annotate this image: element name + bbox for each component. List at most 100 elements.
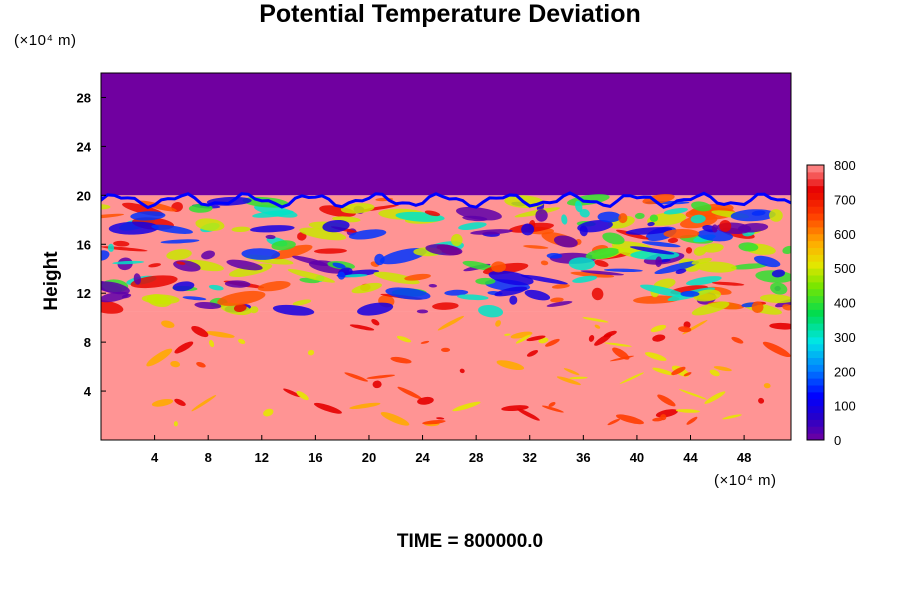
texture-filament <box>174 341 194 354</box>
colorbar: 0 100 200 300 400 500 600 700 800 <box>806 158 856 448</box>
texture-filament <box>196 362 206 368</box>
y-tick-label: 12 <box>77 286 91 301</box>
texture-filament <box>146 348 173 367</box>
texture-blob <box>691 257 713 265</box>
x-axis-ticks: 4 8 12 16 20 24 28 32 36 40 44 48 <box>151 435 751 465</box>
texture-filament <box>582 317 609 323</box>
texture-blob <box>344 274 368 278</box>
texture-filament <box>397 386 422 400</box>
texture-blob <box>603 268 643 272</box>
texture-blob <box>271 240 296 251</box>
texture-blob <box>241 248 281 260</box>
colorbar-swatch <box>807 378 824 386</box>
texture-filament <box>191 395 217 412</box>
texture-filament <box>396 335 412 343</box>
colorbar-swatch <box>807 343 824 352</box>
texture-blob <box>693 246 707 256</box>
y-tick-label: 28 <box>77 90 91 105</box>
colorbar-swatch <box>807 288 824 297</box>
texture-filament <box>612 347 630 360</box>
texture-filament <box>161 320 175 329</box>
colorbar-swatch <box>807 268 824 276</box>
texture-blob <box>524 289 551 301</box>
colorbar-frame <box>806 164 825 441</box>
texture-blob <box>416 309 429 314</box>
texture-filament <box>515 334 532 344</box>
texture-blob <box>535 209 548 222</box>
texture-blob <box>373 271 420 285</box>
texture-blob <box>618 213 628 224</box>
texture-blob <box>107 243 115 252</box>
texture-blob <box>738 242 759 252</box>
texture-filament <box>313 402 342 414</box>
texture-blob <box>782 304 791 311</box>
texture-filament <box>675 409 700 413</box>
texture-blob <box>520 274 568 285</box>
texture-filament <box>510 331 533 339</box>
texture-blob <box>151 224 194 234</box>
texture-filament <box>731 336 744 344</box>
texture-blob <box>572 275 598 283</box>
texture-filament <box>607 418 620 426</box>
texture-blob <box>546 301 573 307</box>
texture-blob <box>404 273 431 281</box>
colorbar-tick-label: 500 <box>834 261 856 276</box>
texture-filament <box>678 389 707 400</box>
texture-blob <box>693 289 722 302</box>
colorbar-swatch <box>807 419 824 427</box>
texture-blob <box>182 296 207 301</box>
y-axis-ticks: 4 8 12 16 20 24 28 <box>77 90 106 399</box>
texture-blob <box>769 209 783 222</box>
texture-blob <box>160 239 200 244</box>
texture-filament <box>588 334 595 342</box>
texture-blob <box>249 225 295 233</box>
colorbar-swatch <box>807 371 824 379</box>
texture-blob <box>194 302 222 310</box>
texture-filament <box>609 355 635 362</box>
x-tick-label: 24 <box>415 450 430 465</box>
texture-filament <box>437 315 464 331</box>
x-tick-label: 32 <box>523 450 537 465</box>
texture-filament <box>296 391 309 401</box>
x-tick-label: 12 <box>255 450 269 465</box>
texture-filament <box>380 412 410 426</box>
texture-filament <box>657 394 676 407</box>
texture-blob <box>579 209 590 218</box>
texture-blob <box>195 218 225 232</box>
texture-blob <box>640 284 686 298</box>
texture-filament <box>205 331 235 338</box>
colorbar-swatch <box>807 240 824 248</box>
texture-blob <box>374 253 385 266</box>
texture-blob <box>521 223 535 236</box>
texture-filament <box>191 325 209 338</box>
texture-blob <box>101 213 125 220</box>
texture-blob <box>254 204 298 218</box>
texture-blob <box>585 247 620 260</box>
texture-blob <box>265 234 276 240</box>
texture-blob <box>711 281 745 286</box>
texture-filament <box>366 374 396 379</box>
texture-blob <box>775 298 791 308</box>
texture-blob <box>751 301 764 313</box>
texture-blob <box>299 227 347 241</box>
texture-filament <box>722 414 742 420</box>
texture-blob <box>771 269 786 278</box>
texture-filament <box>541 405 564 413</box>
texture-blob <box>691 301 730 316</box>
colorbar-swatch <box>807 261 824 269</box>
y-tick-label: 4 <box>84 384 92 399</box>
texture-blob <box>133 273 142 285</box>
texture-filament <box>556 376 581 386</box>
texture-blob <box>685 247 693 254</box>
colorbar-tick-label: 600 <box>834 227 856 242</box>
texture-filament <box>372 380 382 389</box>
colorbar-swatch <box>807 350 824 358</box>
texture-filament <box>422 420 446 425</box>
y-tick-label: 20 <box>77 188 91 203</box>
colorbar-tick-label: 700 <box>834 192 856 207</box>
texture-blob <box>579 225 588 237</box>
texture-blob <box>568 257 596 271</box>
texture-blob <box>130 275 178 289</box>
texture-blob <box>759 294 791 304</box>
texture-blob <box>523 245 549 249</box>
